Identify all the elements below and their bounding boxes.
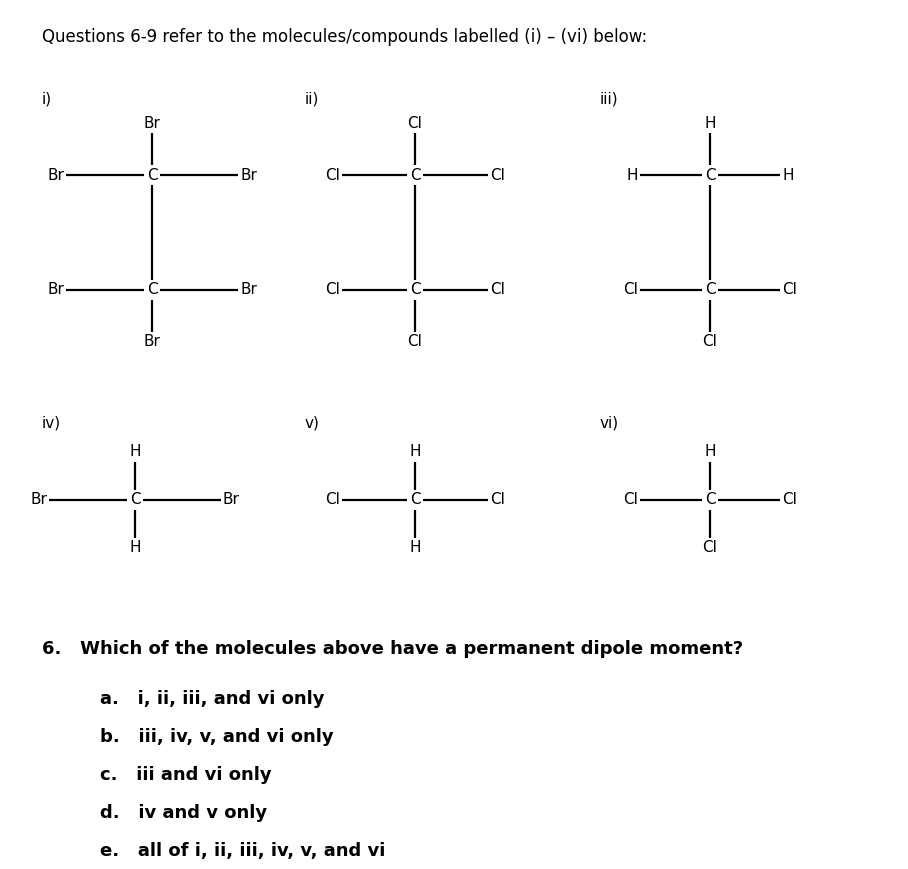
Text: Questions 6-9 refer to the molecules/compounds labelled (i) – (vi) below:: Questions 6-9 refer to the molecules/com… [42, 28, 647, 46]
Text: Br: Br [223, 493, 240, 507]
Text: C: C [130, 493, 141, 507]
Text: Cl: Cl [623, 282, 638, 297]
Text: H: H [705, 116, 716, 130]
Text: H: H [129, 541, 141, 555]
Text: Br: Br [30, 493, 47, 507]
Text: v): v) [305, 415, 320, 430]
Text: Cl: Cl [623, 493, 638, 507]
Text: Cl: Cl [490, 493, 505, 507]
Text: d.   iv and v only: d. iv and v only [100, 804, 267, 822]
Text: C: C [410, 282, 420, 297]
Text: Br: Br [143, 335, 161, 349]
Text: Cl: Cl [490, 168, 505, 182]
Text: C: C [147, 168, 157, 182]
Text: C: C [705, 168, 716, 182]
Text: Cl: Cl [782, 282, 797, 297]
Text: Cl: Cl [408, 335, 422, 349]
Text: vi): vi) [600, 415, 619, 430]
Text: H: H [410, 445, 420, 460]
Text: Cl: Cl [703, 541, 717, 555]
Text: C: C [147, 282, 157, 297]
Text: 6.   Which of the molecules above have a permanent dipole moment?: 6. Which of the molecules above have a p… [42, 640, 743, 658]
Text: C: C [705, 282, 716, 297]
Text: C: C [410, 493, 420, 507]
Text: Br: Br [47, 168, 64, 182]
Text: H: H [627, 168, 638, 182]
Text: Br: Br [240, 168, 257, 182]
Text: H: H [705, 445, 716, 460]
Text: H: H [782, 168, 794, 182]
Text: C: C [705, 493, 716, 507]
Text: Cl: Cl [325, 282, 340, 297]
Text: a.   i, ii, iii, and vi only: a. i, ii, iii, and vi only [100, 690, 324, 708]
Text: ii): ii) [305, 92, 320, 107]
Text: e.   all of i, ii, iii, iv, v, and vi: e. all of i, ii, iii, iv, v, and vi [100, 842, 385, 860]
Text: iv): iv) [42, 415, 61, 430]
Text: Cl: Cl [325, 168, 340, 182]
Text: Cl: Cl [782, 493, 797, 507]
Text: H: H [410, 541, 420, 555]
Text: iii): iii) [600, 92, 618, 107]
Text: C: C [410, 168, 420, 182]
Text: Cl: Cl [408, 116, 422, 130]
Text: Cl: Cl [325, 493, 340, 507]
Text: H: H [129, 445, 141, 460]
Text: Cl: Cl [490, 282, 505, 297]
Text: c.   iii and vi only: c. iii and vi only [100, 766, 271, 784]
Text: Cl: Cl [703, 335, 717, 349]
Text: b.   iii, iv, v, and vi only: b. iii, iv, v, and vi only [100, 728, 333, 746]
Text: Br: Br [47, 282, 64, 297]
Text: i): i) [42, 92, 52, 107]
Text: Br: Br [240, 282, 257, 297]
Text: Br: Br [143, 116, 161, 130]
